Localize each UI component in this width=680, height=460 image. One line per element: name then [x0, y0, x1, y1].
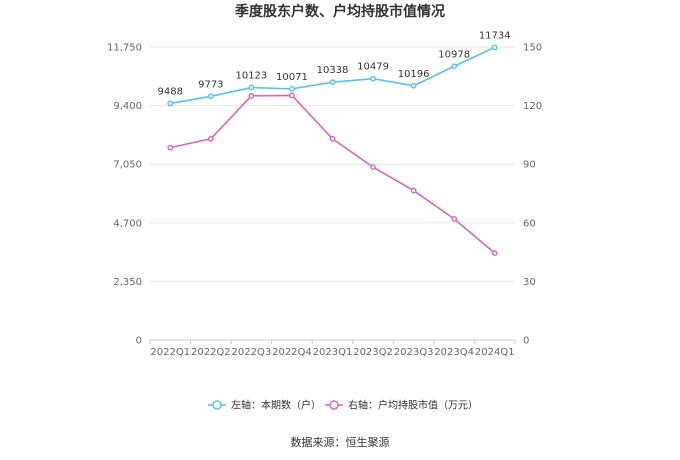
- right-tick-label: 0: [523, 336, 529, 347]
- right-tick-label: 90: [523, 160, 536, 171]
- legend-marker-0: [212, 400, 222, 410]
- data-point: [451, 215, 458, 222]
- right-tick-label: 120: [523, 101, 542, 112]
- data-point: [329, 79, 336, 86]
- left-tick-label: 0: [136, 336, 142, 347]
- legend: 左轴：本期数（户） 右轴：户均持股市值（万元）: [208, 399, 478, 412]
- x-tick-label: 2022Q2: [191, 347, 231, 358]
- data-point: [167, 144, 174, 151]
- data-point: [248, 84, 255, 91]
- data-point: [370, 164, 376, 171]
- data-point: [329, 135, 336, 142]
- left-tick-label: 11,750: [107, 43, 142, 54]
- series-line-1: [170, 94, 496, 254]
- right-tick-label: 150: [523, 43, 542, 54]
- legend-label-1: 右轴：户均持股市值（万元）: [348, 399, 478, 412]
- series-layer: 9488 9773 10123 10071 10338 10479 10196 10978 11…: [158, 30, 511, 256]
- left-tick-label: 4,700: [113, 218, 142, 229]
- x-tick-label: 2022Q4: [272, 347, 312, 358]
- left-tick-label: 7,050: [113, 160, 142, 171]
- data-label: 10978: [438, 49, 470, 60]
- data-point: [207, 135, 214, 142]
- data-label: 10071: [276, 72, 308, 83]
- data-point: [207, 93, 214, 100]
- left-tick-label: 9,400: [113, 101, 142, 112]
- right-tick-label: 30: [523, 277, 536, 288]
- x-tick-label: 2022Q3: [232, 347, 272, 358]
- data-point: [167, 100, 174, 107]
- legend-marker-1: [329, 400, 339, 410]
- data-point: [491, 250, 498, 256]
- right-tick-label: 60: [523, 218, 536, 229]
- data-point: [289, 92, 295, 99]
- grid: [150, 46, 515, 341]
- x-tick-label: 2024Q1: [475, 347, 515, 358]
- x-tick-label: 2023Q1: [313, 347, 353, 358]
- data-point: [370, 75, 376, 82]
- data-label: 10479: [357, 62, 389, 73]
- x-tick-label: 2023Q3: [394, 347, 434, 358]
- right-axis: 0 30 60 90 120 150: [523, 43, 542, 347]
- data-point: [410, 82, 417, 89]
- data-point: [248, 92, 255, 99]
- data-point: [289, 85, 295, 92]
- chart-title: 季度股东户数、户均持股市值情况: [234, 3, 445, 20]
- data-label: 9488: [158, 86, 183, 97]
- x-tick-label: 2022Q1: [150, 347, 190, 358]
- data-source: 数据来源：恒生聚源: [291, 435, 390, 449]
- x-axis: 2022Q1 2022Q2 2022Q3 2022Q4 2023Q1 2023Q2 2023…: [149, 340, 516, 358]
- data-point: [491, 44, 498, 51]
- data-point: [451, 63, 458, 70]
- data-label: 10196: [398, 69, 430, 80]
- data-label: 9773: [198, 79, 223, 90]
- data-label: 11734: [479, 30, 511, 41]
- data-point: [410, 187, 417, 194]
- data-label: 10338: [317, 65, 349, 76]
- x-tick-label: 2023Q2: [353, 347, 393, 358]
- data-label: 10123: [235, 71, 267, 82]
- left-axis: 0 2,350 4,700 7,050 9,400 11,750: [107, 43, 142, 347]
- x-tick-label: 2023Q4: [434, 347, 474, 358]
- legend-label-0: 左轴：本期数（户）: [231, 399, 321, 412]
- left-tick-label: 2,350: [113, 277, 142, 288]
